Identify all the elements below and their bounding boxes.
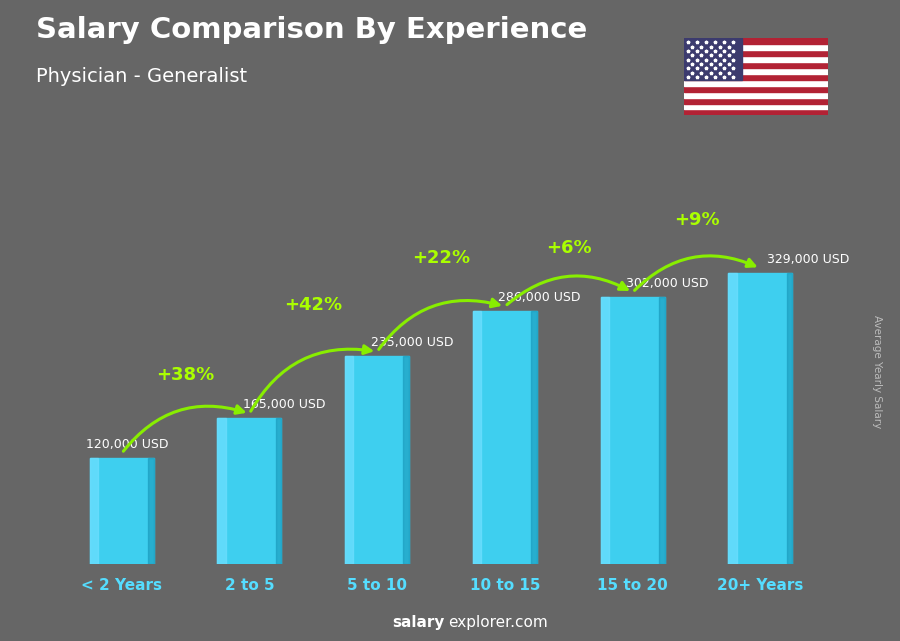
Text: Average Yearly Salary: Average Yearly Salary [872,315,883,428]
Bar [684,50,828,56]
Text: 235,000 USD: 235,000 USD [371,336,454,349]
Text: +22%: +22% [412,249,470,267]
Text: Salary Comparison By Experience: Salary Comparison By Experience [36,16,587,44]
Bar [684,68,828,74]
Text: salary: salary [392,615,445,630]
Bar [684,38,742,80]
Text: 329,000 USD: 329,000 USD [767,253,849,266]
Bar [684,97,828,104]
Bar [728,273,737,564]
Text: 165,000 USD: 165,000 USD [243,398,326,411]
Bar [728,273,792,564]
Bar [600,297,609,564]
Bar [684,92,828,97]
Bar [787,273,792,564]
Text: +9%: +9% [674,211,719,229]
Text: +6%: +6% [546,239,591,257]
Bar [684,86,828,92]
Bar [531,311,536,564]
Bar [684,44,828,50]
Bar [403,356,410,564]
Bar [600,297,664,564]
Bar [218,418,282,564]
Bar [684,110,828,115]
Text: 286,000 USD: 286,000 USD [499,291,581,304]
Text: +42%: +42% [284,296,342,313]
Bar [346,356,354,564]
Text: explorer.com: explorer.com [448,615,547,630]
Bar [684,80,828,86]
Bar [90,458,154,564]
Bar [90,458,98,564]
Bar [275,418,282,564]
Text: 302,000 USD: 302,000 USD [626,277,708,290]
Text: Physician - Generalist: Physician - Generalist [36,67,248,87]
Bar [684,62,828,68]
Bar [472,311,482,564]
Bar [684,56,828,62]
Text: 120,000 USD: 120,000 USD [86,438,168,451]
Bar [684,38,828,44]
Bar [684,74,828,80]
Bar [684,104,828,110]
Bar [218,418,226,564]
Bar [472,311,536,564]
Bar [346,356,410,564]
Bar [148,458,154,564]
Text: +38%: +38% [157,367,214,385]
Bar [659,297,664,564]
